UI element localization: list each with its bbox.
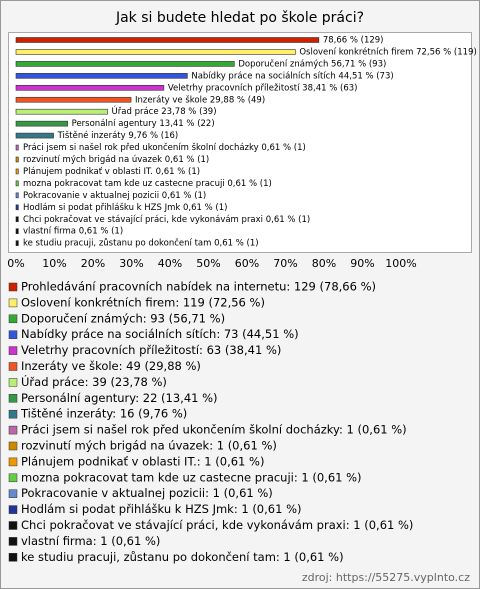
bar [15, 61, 235, 67]
value-label: Tištěné inzeráty 9,76 % (16) [57, 130, 179, 141]
legend-swatch [8, 473, 18, 483]
x-tick-label: 70% [273, 257, 297, 270]
bar [15, 85, 165, 91]
bar [15, 228, 19, 234]
bar [15, 156, 19, 163]
bar [15, 96, 132, 103]
legend-swatch [8, 378, 18, 387]
bar [15, 144, 19, 151]
legend-label: Úřad práce: 39 (23,78 %) [21, 374, 167, 389]
legend-label: Hodlám si podat přihlášku k HZS Jmk: 1 (… [21, 502, 301, 516]
legend-label: Inzeráty ve škole: 49 (29,88 %) [21, 359, 201, 373]
value-label: Doporučení známých 56,71 % (93) [238, 58, 386, 69]
value-label: mozna pokracovat tam kde uz castecne pra… [23, 179, 272, 189]
legend-label: Chci pokračovat ve stávající práci, kde … [21, 518, 413, 532]
bar [15, 120, 68, 127]
legend-label: rozvinutí mých brigád na úvazek: 1 (0,61… [21, 439, 277, 453]
x-tick-label: 100% [385, 257, 416, 270]
bar [15, 204, 19, 211]
legend-label: Veletrhy pracovních příležitostí: 63 (38… [21, 343, 281, 357]
legend-swatch [8, 553, 18, 562]
legend-swatch [8, 505, 18, 514]
value-label: vlastní firma 0,61 % (1) [23, 227, 123, 237]
bar [15, 216, 19, 223]
value-label: 78,66 % (129) [323, 36, 384, 46]
value-label: rozvinutí mých brigád na úvazek 0,61 % (… [23, 155, 209, 165]
legend-swatch [8, 282, 18, 292]
value-label: ke studiu pracuji, zůstanu po dokončení … [23, 238, 259, 249]
value-label: Oslovení konkrétních firem 72,56 % (119) [299, 46, 476, 57]
x-tick-label: 40% [158, 257, 182, 270]
legend-swatch [8, 409, 18, 419]
value-label: Hodlám si podat přihlášku k HZS Jmk 0,61… [23, 202, 227, 213]
legend-label: ke studiu pracuji, zůstanu po dokončení … [21, 550, 344, 564]
legend-swatch [8, 314, 18, 324]
legend-swatch [8, 441, 18, 451]
value-label: Nabídky práce na sociálních sítích 44,51… [191, 71, 393, 81]
plot-area [8, 32, 472, 253]
legend-label: Doporučení známých: 93 (56,71 %) [21, 311, 225, 325]
bar [15, 49, 296, 55]
x-tick-label: 50% [196, 257, 220, 270]
x-tick-label: 30% [119, 257, 143, 270]
x-tick-label: 20% [81, 257, 105, 270]
bar [15, 132, 54, 139]
bar [15, 73, 188, 79]
legend-swatch [8, 362, 18, 371]
legend-swatch [8, 330, 18, 339]
legend-swatch [8, 298, 18, 308]
value-label: Chci pokračovat ve stávající práci, kde … [23, 214, 310, 225]
value-label: Veletrhy pracovních příležitostí 38,41 %… [168, 83, 358, 93]
legend-label: Plánujem podnikať v oblasti IT.: 1 (0,61… [21, 454, 264, 468]
legend-label: vlastní firma: 1 (0,61 %) [21, 534, 160, 548]
legend-label: mozna pokracovat tam kde uz castecne pra… [21, 470, 362, 484]
legend-label: Personální agentury: 22 (13,41 %) [21, 391, 218, 405]
x-tick-label: 10% [42, 257, 66, 270]
x-tick-label: 80% [312, 257, 336, 270]
x-tick-label: 0% [7, 257, 24, 270]
legend-swatch [8, 394, 18, 403]
source: zdroj: https://55275.vyplnto.cz [302, 571, 470, 584]
bar [15, 192, 19, 199]
legend-label: Pokracovanie v aktualnej pozicii: 1 (0,6… [21, 486, 273, 500]
value-label: Plánujem podnikať v oblasti IT. 0,61 % (… [23, 167, 200, 177]
legend-label: Prohledávání pracovních nabídek na inter… [21, 280, 376, 294]
bar [15, 168, 19, 175]
value-label: Inzeráty ve škole 29,88 % (49) [135, 94, 265, 105]
legend-label: Tištěné inzeráty: 16 (9,76 %) [20, 407, 187, 421]
legend-label: Práci jsem si našel rok před ukončením š… [21, 423, 407, 437]
chart-title: Jak si budete hledat po škole práci? [115, 10, 364, 26]
x-tick-label: 90% [350, 257, 374, 270]
legend-swatch [8, 425, 18, 435]
x-tick-label: 60% [235, 257, 259, 270]
bar [15, 37, 320, 43]
legend-label: Nabídky práce na sociálních sítích: 73 (… [21, 327, 299, 341]
value-label: Pokracovanie v aktualnej pozicii 0,61 % … [23, 191, 206, 201]
legend-label: Oslovení konkrétních firem: 119 (72,56 %… [21, 295, 265, 309]
legend-swatch [8, 537, 18, 546]
value-label: Personální agentury 13,41 % (22) [72, 119, 215, 129]
legend-swatch [8, 457, 18, 467]
value-label: Práci jsem si našel rok před ukončením š… [23, 142, 306, 153]
bar [15, 180, 19, 187]
legend-swatch [8, 521, 18, 530]
legend-swatch [8, 346, 18, 355]
legend-swatch [8, 489, 18, 498]
value-label: Úřad práce 23,78 % (39) [112, 105, 217, 117]
bar [15, 108, 108, 115]
bar [15, 240, 19, 246]
